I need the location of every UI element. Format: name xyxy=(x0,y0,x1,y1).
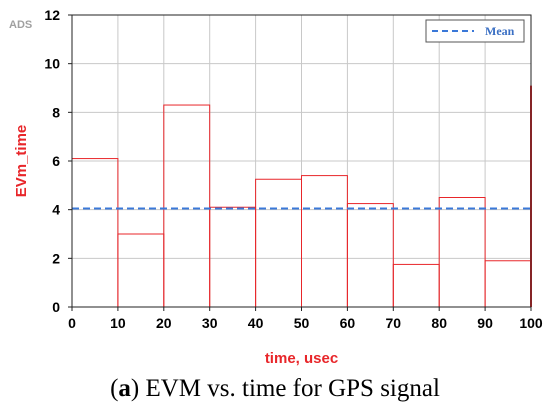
evm-bin xyxy=(209,206,257,308)
evm-bin xyxy=(71,158,119,308)
x-axis-label: time, usec xyxy=(265,350,338,367)
x-tick-label: 30 xyxy=(202,315,218,331)
legend-box xyxy=(425,19,525,43)
y-tick-label: 6 xyxy=(52,153,60,169)
y-tick-label: 10 xyxy=(44,56,60,72)
evm-bin xyxy=(301,175,348,308)
caption-letter: a xyxy=(118,375,131,402)
x-tick-label: 80 xyxy=(431,315,447,331)
evm-bin xyxy=(438,197,486,308)
evm-bin xyxy=(255,178,303,308)
evm-bin xyxy=(392,263,440,308)
evm-bin xyxy=(484,260,532,308)
x-tick-label: 100 xyxy=(519,315,543,331)
y-axis-label: EVm_time xyxy=(13,125,30,198)
evm-bin xyxy=(346,203,394,308)
evm-bin xyxy=(117,233,165,308)
y-tick-label: 4 xyxy=(52,202,60,218)
y-tick-label: 2 xyxy=(52,250,60,266)
y-tick-labels: 0 2 4 6 8 10 12 xyxy=(44,7,72,315)
y-tick-label: 8 xyxy=(52,104,60,120)
x-tick-labels: 0 10 20 30 40 50 60 70 80 90 100 xyxy=(68,307,543,331)
figure-caption: (a) EVM vs. time for GPS signal xyxy=(110,375,440,402)
y-tick-label: 0 xyxy=(52,299,60,315)
x-tick-label: 60 xyxy=(340,315,356,331)
legend-label-mean: Mean xyxy=(485,24,515,38)
x-tick-label: 40 xyxy=(248,315,264,331)
x-tick-label: 0 xyxy=(68,315,76,331)
y-tick-label: 12 xyxy=(44,7,60,23)
x-tick-label: 70 xyxy=(386,315,402,331)
caption-text: EVM vs. time for GPS signal xyxy=(145,375,440,402)
x-tick-label: 20 xyxy=(156,315,172,331)
ads-watermark: ADS xyxy=(9,19,33,31)
x-tick-label: 90 xyxy=(477,315,493,331)
x-tick-label: 10 xyxy=(110,315,126,331)
evm-bin xyxy=(163,104,211,308)
legend: Mean xyxy=(425,19,525,43)
x-tick-label: 50 xyxy=(294,315,310,331)
